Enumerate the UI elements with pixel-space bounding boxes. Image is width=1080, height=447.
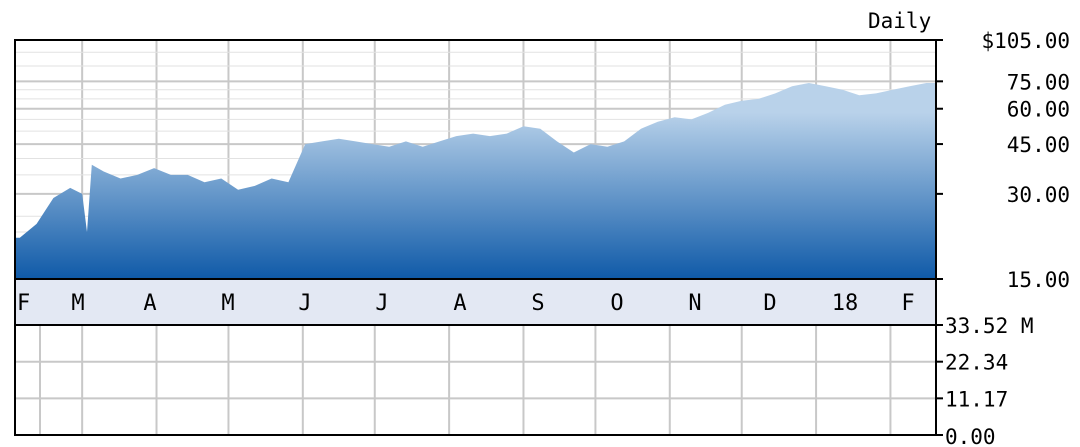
price-y-tick-label: 45.00 — [1007, 133, 1070, 157]
x-axis-labels: F M A M J J A S O N D 18 F — [17, 291, 915, 316]
price-y-tick-label: $105.00 — [981, 29, 1070, 53]
x-tick-label: J — [375, 291, 388, 316]
x-tick-label: M — [221, 291, 234, 316]
price-y-tick-label: 60.00 — [1007, 98, 1070, 122]
x-tick-label: A — [143, 291, 156, 316]
price-y-axis: $105.00 75.00 60.00 45.00 30.00 15.00 — [936, 29, 1070, 292]
x-tick-label: J — [298, 291, 311, 316]
volume-y-axis: 33.52 M 22.34 11.17 0.00 — [936, 314, 1034, 447]
x-tick-label: D — [763, 291, 776, 316]
price-area — [15, 83, 936, 279]
x-axis-band: F M A M J J A S O N D 18 F — [14, 278, 937, 326]
x-tick-label: F — [17, 291, 30, 316]
price-panel: $105.00 75.00 60.00 45.00 30.00 15.00 — [14, 29, 1070, 292]
volume-y-tick-label: 11.17 — [945, 387, 1008, 411]
volume-panel-background — [15, 325, 936, 435]
volume-y-tick-label: 22.34 — [945, 351, 1008, 375]
x-tick-label: O — [610, 291, 623, 316]
price-y-tick-label: 75.00 — [1007, 70, 1070, 94]
volume-y-tick-label: 33.52 M — [945, 314, 1034, 338]
x-tick-label: N — [688, 291, 701, 316]
x-tick-label: M — [71, 291, 84, 316]
volume-panel: 33.52 M 22.34 11.17 0.00 — [14, 314, 1034, 447]
x-tick-label: A — [453, 291, 466, 316]
chart-title: Daily — [868, 9, 931, 33]
volume-grid — [15, 325, 936, 435]
x-tick-label: 18 — [832, 291, 859, 316]
volume-y-tick-label: 0.00 — [945, 425, 996, 447]
volume-panel-border — [14, 324, 937, 436]
x-tick-label: F — [901, 291, 914, 316]
price-y-tick-label: 15.00 — [1007, 268, 1070, 292]
price-y-tick-label: 30.00 — [1007, 183, 1070, 207]
x-axis-band-background — [15, 279, 936, 325]
x-tick-label: S — [531, 291, 544, 316]
